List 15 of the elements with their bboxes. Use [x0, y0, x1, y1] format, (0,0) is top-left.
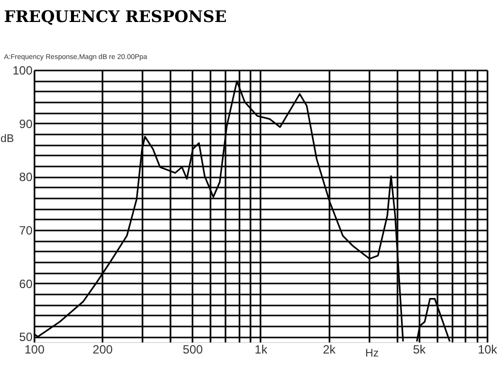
y-tick-label: 50 — [19, 330, 33, 344]
y-axis-title: dB — [0, 132, 14, 145]
y-tick-label: 90 — [19, 116, 33, 131]
chart-title: FREQUENCY RESPONSE — [4, 7, 227, 26]
y-tick-label: 100 — [12, 64, 33, 78]
y-tick-label: 80 — [19, 170, 33, 184]
x-tick-label: 2k — [322, 342, 337, 356]
x-tick-label: 500 — [182, 342, 204, 356]
x-axis-title: Hz — [365, 348, 379, 360]
y-tick-label: 70 — [19, 224, 33, 238]
x-tick-label: 200 — [92, 342, 114, 356]
y-tick-label: 60 — [19, 276, 33, 291]
x-tick-label: 10k — [478, 342, 498, 356]
x-tick-label: 5k — [412, 342, 427, 356]
x-tick-label: 1k — [254, 342, 268, 356]
